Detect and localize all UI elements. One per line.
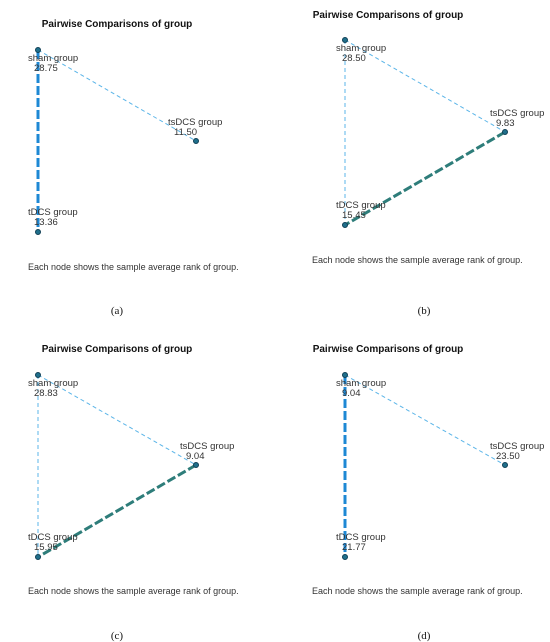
node-rank: 15.95	[34, 542, 58, 553]
panel-title: Pairwise Comparisons of group	[41, 19, 193, 30]
panel-caption: (d)	[417, 630, 431, 642]
node-rank: 9.83	[496, 118, 515, 129]
panel-title: Pairwise Comparisons of group	[312, 10, 464, 21]
node-name: sham group	[336, 43, 387, 54]
node-label: tsDCS group 23.50	[490, 442, 544, 462]
panel-caption: (a)	[110, 305, 124, 317]
node-label: sham group 28.50	[336, 44, 386, 64]
node-tsDCS-group	[502, 462, 508, 468]
edge-tsDCS-tDCS	[344, 130, 506, 227]
node-name: tsDCS group	[168, 117, 223, 128]
edge-sham-tsDCS	[344, 374, 506, 466]
edge-sham-tsDCS	[344, 39, 506, 133]
node-name: tDCS group	[336, 532, 386, 543]
node-rank: 28.75	[34, 63, 58, 74]
node-name: tsDCS group	[180, 441, 235, 452]
panel-footer-note: Each node shows the sample average rank …	[28, 586, 239, 596]
panel-footer-note: Each node shows the sample average rank …	[312, 255, 523, 265]
panel-caption: (c)	[110, 630, 124, 642]
node-tDCS-group	[342, 554, 348, 560]
node-rank: 21.77	[342, 542, 366, 553]
node-sham-group	[342, 37, 348, 43]
node-label: tDCS group 15.95	[28, 533, 78, 553]
node-tDCS-group	[342, 222, 348, 228]
node-label: sham group 28.83	[28, 379, 78, 399]
node-rank: 9.04	[342, 388, 361, 399]
node-tsDCS-group	[193, 462, 199, 468]
node-label: tsDCS group 11.50	[168, 118, 222, 138]
node-sham-group	[35, 47, 41, 53]
node-name: tDCS group	[28, 532, 78, 543]
node-name: tDCS group	[336, 200, 386, 211]
node-name: sham group	[336, 378, 387, 389]
node-rank: 28.50	[342, 53, 366, 64]
node-rank: 11.50	[174, 127, 198, 138]
node-name: tDCS group	[28, 207, 78, 218]
node-rank: 23.50	[496, 451, 520, 462]
node-name: sham group	[28, 53, 79, 64]
edge-sham-tsDCS	[37, 374, 197, 466]
node-name: tsDCS group	[490, 108, 545, 119]
node-rank: 15.45	[342, 210, 366, 221]
node-rank: 13.36	[34, 217, 58, 228]
node-rank: 9.04	[186, 451, 205, 462]
panel-footer-note: Each node shows the sample average rank …	[28, 262, 239, 272]
panel-caption: (b)	[417, 305, 431, 317]
panel-title: Pairwise Comparisons of group	[41, 344, 193, 355]
node-rank: 28.83	[34, 388, 58, 399]
node-sham-group	[342, 372, 348, 378]
node-tDCS-group	[35, 554, 41, 560]
panel-footer-note: Each node shows the sample average rank …	[312, 586, 523, 596]
edge-tsDCS-tDCS	[37, 463, 197, 559]
node-sham-group	[35, 372, 41, 378]
node-label: tDCS group 13.36	[28, 208, 78, 228]
node-label: sham group 28.75	[28, 54, 78, 74]
edge-sham-tsDCS	[37, 49, 197, 142]
node-tsDCS-group	[502, 129, 508, 135]
node-label: tDCS group 15.45	[336, 201, 386, 221]
node-name: sham group	[28, 378, 79, 389]
panel-title: Pairwise Comparisons of group	[312, 344, 464, 355]
node-label: tsDCS group 9.04	[180, 442, 234, 462]
node-label: sham group 9.04	[336, 379, 386, 399]
node-tsDCS-group	[193, 138, 199, 144]
node-name: tsDCS group	[490, 441, 545, 452]
node-label: tsDCS group 9.83	[490, 109, 544, 129]
node-label: tDCS group 21.77	[336, 533, 386, 553]
node-tDCS-group	[35, 229, 41, 235]
